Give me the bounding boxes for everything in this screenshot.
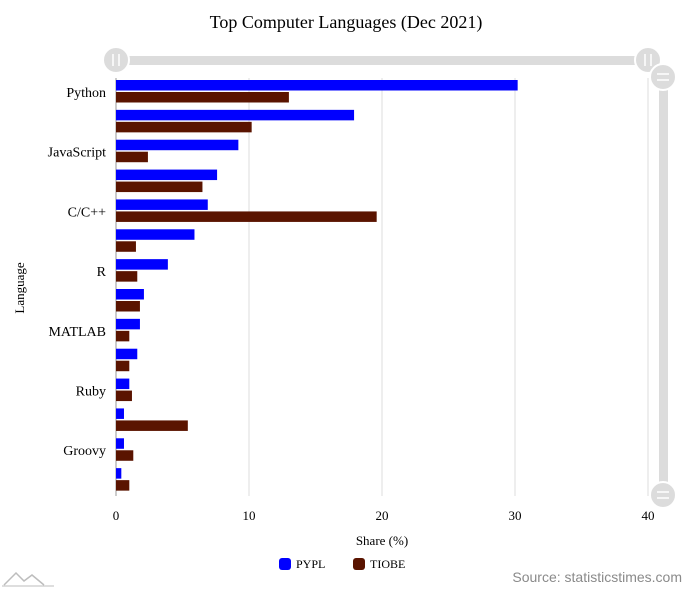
bar-pypl-5[interactable] — [116, 229, 195, 240]
bar-pypl-6[interactable] — [116, 259, 168, 270]
source-credit: Source: statisticstimes.com — [512, 569, 682, 585]
bar-pypl-12[interactable] — [116, 438, 124, 449]
legend-marker-pypl — [279, 558, 291, 570]
bar-tiobe-11[interactable] — [116, 420, 188, 431]
y-tick-label: R — [97, 265, 107, 280]
bar-tiobe-0[interactable] — [116, 92, 289, 103]
bar-pypl-3[interactable] — [116, 169, 218, 181]
bar-tiobe-9[interactable] — [116, 360, 130, 372]
y-axis-label: Language — [12, 262, 27, 313]
horizontal-scrollbar[interactable] — [102, 46, 662, 74]
scrollbar-left-handle[interactable] — [102, 46, 130, 74]
bar-tiobe-8[interactable] — [116, 330, 130, 342]
bar-tiobe-13[interactable] — [116, 480, 130, 491]
chart-title: Top Computer Languages (Dec 2021) — [210, 12, 483, 33]
x-axis-label: Share (%) — [356, 533, 408, 548]
bar-tiobe-2[interactable] — [116, 151, 148, 163]
x-tick-label: 0 — [113, 508, 120, 523]
y-tick-label: MATLAB — [48, 325, 106, 340]
x-tick-labels: 0 10 20 30 40 — [113, 508, 655, 523]
bar-pypl-4[interactable] — [116, 199, 208, 210]
legend-marker-tiobe — [353, 558, 365, 570]
bar-pypl-13[interactable] — [116, 468, 122, 479]
bar-tiobe-1[interactable] — [116, 121, 252, 133]
vertical-scrollbar[interactable] — [649, 63, 677, 509]
bar-pypl-11[interactable] — [116, 408, 124, 419]
legend-item-tiobe[interactable]: TIOBE — [353, 557, 405, 571]
x-tick-label: 30 — [509, 508, 522, 523]
bar-pypl-8[interactable] — [116, 318, 140, 330]
legend-label-tiobe: TIOBE — [370, 557, 405, 571]
bar-tiobe-10[interactable] — [116, 390, 132, 402]
y-tick-label: Python — [66, 86, 106, 101]
y-tick-label: C/C++ — [68, 205, 106, 220]
x-tick-label: 10 — [243, 508, 256, 523]
bar-pypl-7[interactable] — [116, 289, 144, 300]
bar-tiobe-4[interactable] — [116, 211, 377, 222]
scrollbar-bottom-handle[interactable] — [649, 481, 677, 509]
x-tick-label: 40 — [642, 508, 655, 523]
bar-pypl-2[interactable] — [116, 139, 239, 151]
legend-item-pypl[interactable]: PYPL — [279, 557, 325, 571]
x-tick-label: 20 — [376, 508, 389, 523]
bar-pypl-0[interactable] — [116, 80, 518, 91]
bars — [116, 80, 518, 491]
legend-label-pypl: PYPL — [296, 557, 325, 571]
scrollbar-top-handle[interactable] — [649, 63, 677, 91]
bar-tiobe-6[interactable] — [116, 271, 138, 282]
bar-pypl-1[interactable] — [116, 109, 355, 121]
bar-pypl-10[interactable] — [116, 378, 130, 390]
bar-tiobe-7[interactable] — [116, 301, 140, 312]
mountain-logo-icon — [2, 571, 54, 587]
y-tick-labels: Python JavaScript C/C++ R MATLAB Ruby Groovy — [48, 86, 107, 459]
y-tick-label: JavaScript — [48, 146, 106, 161]
bar-pypl-9[interactable] — [116, 348, 138, 360]
bar-tiobe-12[interactable] — [116, 450, 134, 461]
bar-tiobe-3[interactable] — [116, 181, 203, 193]
legend: PYPL TIOBE — [279, 557, 405, 571]
y-tick-label: Ruby — [76, 385, 106, 400]
bar-tiobe-5[interactable] — [116, 241, 136, 252]
y-tick-label: Groovy — [63, 444, 106, 459]
